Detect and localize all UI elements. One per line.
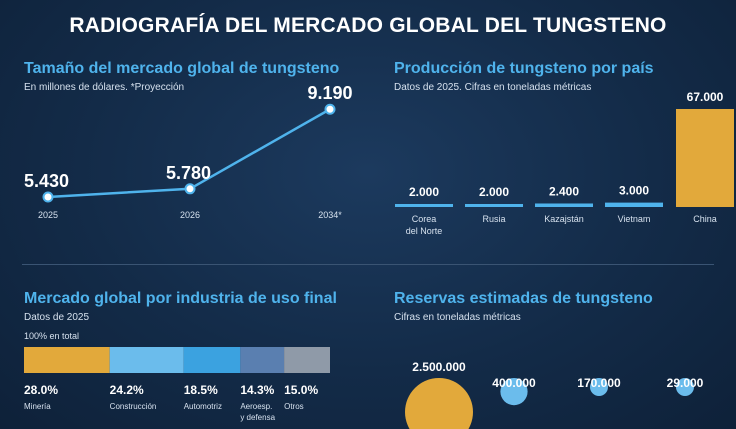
market-size-value-label: 5.780 [166, 163, 211, 183]
country-bar [395, 204, 453, 207]
industry-segment-label: Minería [24, 402, 51, 411]
market-size-point [42, 191, 54, 203]
industry-segment [240, 347, 285, 373]
country-bar [605, 202, 663, 207]
production-title: Producción de tungsteno por país [394, 60, 654, 77]
country-label: Kazajstán [544, 214, 584, 224]
production-subtitle: Datos de 2025. Cifras en toneladas métri… [394, 82, 592, 93]
industry-segment [284, 347, 330, 373]
country-label: Rusia [482, 214, 505, 224]
country-label: Vietnam [618, 214, 651, 224]
industry-segment-value: 28.0% [24, 383, 59, 397]
industry-segment-value: 18.5% [183, 383, 218, 397]
reserves-subtitle: Cifras en toneladas métricas [394, 312, 521, 323]
reserve-bubble [500, 378, 528, 406]
reserve-bubble [676, 378, 694, 396]
industry-segment-label: Otros [284, 402, 304, 411]
market-size-value-label: 9.190 [307, 83, 352, 103]
reserves-title: Reservas estimadas de tungsteno [394, 290, 653, 307]
industry-segment-label: Construcción [109, 402, 157, 411]
industry-segment [183, 347, 241, 373]
market-size-point [324, 103, 336, 115]
country-bar-value: 2.000 [409, 185, 439, 199]
country-bar [535, 203, 593, 207]
market-size-x-tick: 2026 [180, 210, 200, 220]
market-size-value-label: 5.430 [24, 171, 69, 191]
country-label: del Norte [406, 226, 443, 236]
country-bar [465, 204, 523, 207]
market-size-title: Tamaño del mercado global de tungsteno [24, 60, 340, 77]
country-bar [676, 109, 734, 207]
reserve-value-label: 400.000 [492, 376, 536, 390]
country-label: Corea [412, 214, 437, 224]
market-size-x-tick: 2025 [38, 210, 58, 220]
market-size-subtitle: En millones de dólares. *Proyección [24, 82, 185, 93]
industry-title: Mercado global por industria de uso fina… [24, 290, 337, 307]
country-bar-value: 2.400 [549, 184, 579, 198]
industry-segment-label: Automotriz [183, 402, 222, 411]
industry-segment-value: 15.0% [284, 383, 319, 397]
reserve-bubble [590, 378, 608, 396]
industry-segment [24, 347, 110, 373]
country-bar-value: 2.000 [479, 185, 509, 199]
country-label: China [693, 214, 717, 224]
industry-segment-label: Aeroesp. y defensa [240, 402, 276, 422]
reserve-bubble [405, 378, 473, 429]
industry-total-label: 100% en total [24, 331, 80, 341]
industry-segment-value: 24.2% [109, 383, 144, 397]
market-size-point [184, 183, 196, 195]
page-title: RADIOGRAFÍA DEL MERCADO GLOBAL DEL TUNGS… [69, 14, 667, 37]
industry-segment-value: 14.3% [240, 383, 275, 397]
reserve-value-label: 2.500.000 [412, 360, 466, 374]
country-bar-value: 3.000 [619, 184, 649, 198]
reserve-value-label: 29.000 [667, 376, 704, 390]
market-size-x-tick: 2034* [318, 210, 342, 220]
industry-subtitle: Datos de 2025 [24, 312, 90, 323]
reserve-value-label: 170.000 [577, 376, 621, 390]
section-divider [22, 264, 714, 265]
industry-segment [109, 347, 184, 373]
country-bar-value: 67.000 [687, 90, 724, 104]
